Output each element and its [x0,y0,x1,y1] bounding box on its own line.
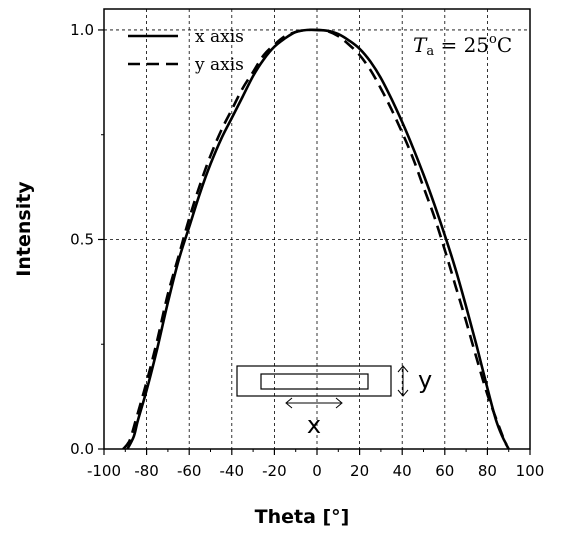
legend-label-y-axis: y axis [194,55,244,75]
temperature-annotation: Ta = 25oC [413,32,512,59]
inset-outer-rectangle [236,365,392,397]
inset-y-arrow-head-up [397,365,409,373]
legend: x axis y axis [128,27,244,75]
inset-y-arrow-head-down [397,389,409,397]
grid [104,9,530,449]
x-tick-label: 60 [435,462,454,480]
x-tick-label: 100 [516,462,545,480]
x-axis-title: Theta [°] [255,506,350,528]
x-tick-label: -60 [177,462,202,480]
inset-x-arrow-head-left [285,397,293,409]
legend-label-x-axis: x axis [195,27,244,47]
inset-inner-rectangle [260,373,369,390]
x-tick-label: 80 [478,462,497,480]
y-tick-label: 1.0 [70,21,94,39]
inset-y-label: y [418,366,432,394]
inset-x-arrow-head-right [335,397,343,409]
x-tick-label: 20 [350,462,369,480]
x-tick-label: -20 [262,462,287,480]
device-inset-diagram: y x [236,365,432,439]
x-tick-label: 0 [312,462,322,480]
inset-x-label: x [307,411,321,439]
x-tick-label: -100 [87,462,121,480]
y-tick-label: 0.5 [70,230,94,248]
x-tick-label: -80 [134,462,159,480]
x-tick-label: -40 [220,462,245,480]
ticks: -100 -80 -60 -40 -20 0 20 40 60 80 100 0.0 0.5 1.0 [70,21,544,480]
x-tick-label: 40 [393,462,412,480]
y-tick-label: 0.0 [70,440,94,458]
curves [122,28,510,450]
series-line-y-axis [122,28,510,450]
y-axis-title: Intensity [13,181,35,277]
